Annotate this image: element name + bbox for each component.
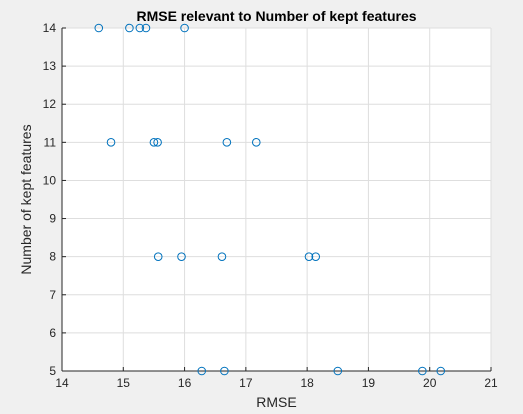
plot-area <box>62 28 491 371</box>
y-tick-label: 6 <box>49 326 56 340</box>
data-point <box>251 138 261 147</box>
data-point <box>141 23 151 33</box>
x-tick-label: 21 <box>484 376 498 390</box>
data-point <box>333 366 343 376</box>
data-point <box>125 23 134 33</box>
y-tick-label: 11 <box>44 135 57 149</box>
axes <box>61 27 492 372</box>
data-point <box>217 252 227 261</box>
x-tick-labels: 14 15 16 17 18 19 20 21 <box>55 376 498 390</box>
data-point <box>436 366 446 376</box>
grid-lines <box>61 27 492 372</box>
chart-title: RMSE relevant to Number of kept features <box>136 8 416 24</box>
data-point <box>197 366 207 376</box>
data-point <box>222 138 232 147</box>
data-point <box>94 23 104 33</box>
data-point <box>177 252 186 261</box>
y-tick-label: 7 <box>49 288 56 302</box>
data-point <box>220 366 229 376</box>
data-point <box>135 23 145 33</box>
x-tick-label: 18 <box>300 376 314 390</box>
data-point <box>106 138 116 147</box>
y-tick-label: 9 <box>49 212 56 226</box>
y-tick-label: 10 <box>43 173 57 187</box>
x-axis-label: RMSE <box>256 394 296 410</box>
y-tick-label: 12 <box>43 97 57 111</box>
data-point <box>149 138 159 147</box>
x-tick-label: 15 <box>117 376 131 390</box>
data-points <box>94 23 446 376</box>
y-tick-label: 5 <box>49 364 56 378</box>
data-point <box>418 366 427 376</box>
x-tick-label: 19 <box>362 376 376 390</box>
data-point <box>180 23 189 33</box>
x-tick-label: 16 <box>178 376 192 390</box>
y-tick-label: 13 <box>43 59 57 73</box>
data-point <box>153 252 163 261</box>
y-axis-label: Number of kept features <box>18 124 34 274</box>
y-tick-label: 14 <box>43 21 57 35</box>
y-tick-labels: 5 6 7 8 9 10 11 12 13 14 <box>43 21 57 378</box>
data-point <box>153 138 162 147</box>
x-tick-label: 20 <box>423 376 437 390</box>
data-point <box>304 252 314 261</box>
y-tick-label: 8 <box>49 250 56 264</box>
data-point <box>311 252 321 261</box>
x-tick-label: 17 <box>239 376 253 390</box>
x-tick-label: 14 <box>55 376 69 390</box>
